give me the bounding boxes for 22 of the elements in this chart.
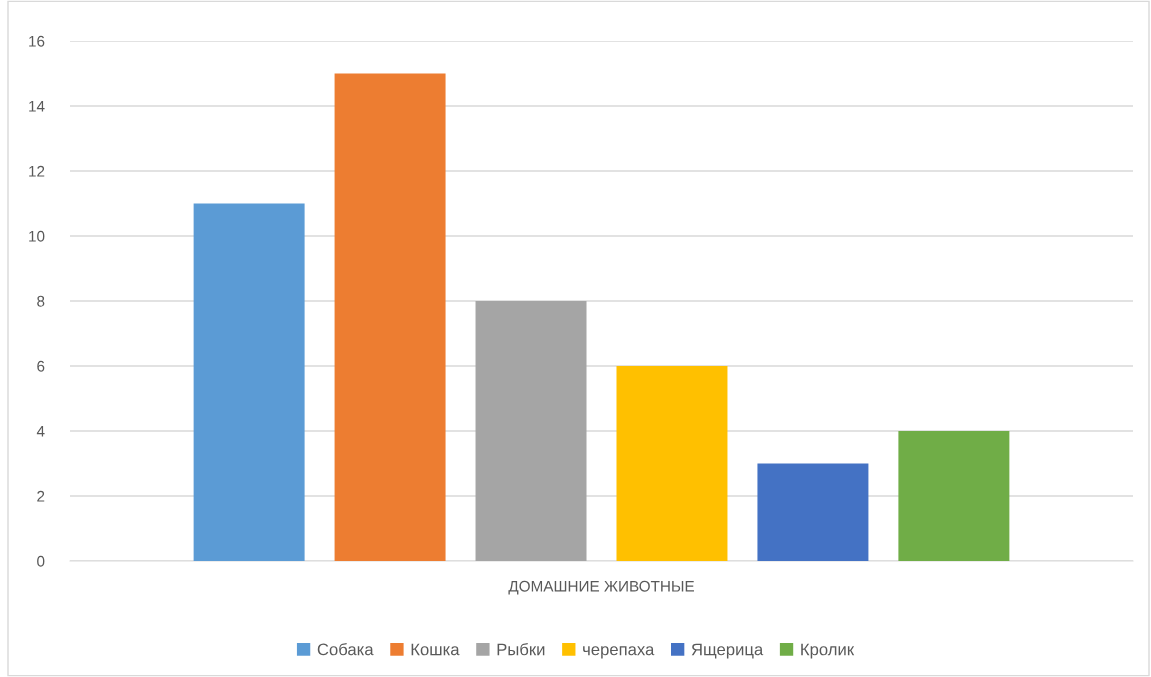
legend-label: Ящерица <box>691 643 764 659</box>
y-tick-label: 6 <box>37 360 45 372</box>
legend-label: Рыбки <box>497 642 545 656</box>
bar <box>616 366 728 561</box>
y-tick-label: 2 <box>37 490 45 502</box>
x-tick-label: ДОМАШНИЕ ЖИВОТНЫЕ <box>508 580 695 595</box>
bar <box>898 431 1010 561</box>
y-tick-label: 12 <box>29 165 45 177</box>
y-tick-label: 8 <box>37 295 45 307</box>
bar <box>334 73 446 561</box>
y-tick-label: 14 <box>29 101 45 112</box>
legend-label: Кролик <box>801 643 855 659</box>
y-tick-label: 10 <box>29 230 45 242</box>
y-tick-label: 16 <box>29 35 45 47</box>
bar <box>475 301 587 561</box>
legend-label: Собака <box>317 642 374 656</box>
y-tick-label: 0 <box>37 555 45 567</box>
legend-label: Кошка <box>411 643 460 656</box>
y-tick-label: 4 <box>36 426 45 437</box>
bar <box>757 463 869 561</box>
legend-label: черепаха <box>583 646 655 659</box>
bar <box>193 203 305 561</box>
